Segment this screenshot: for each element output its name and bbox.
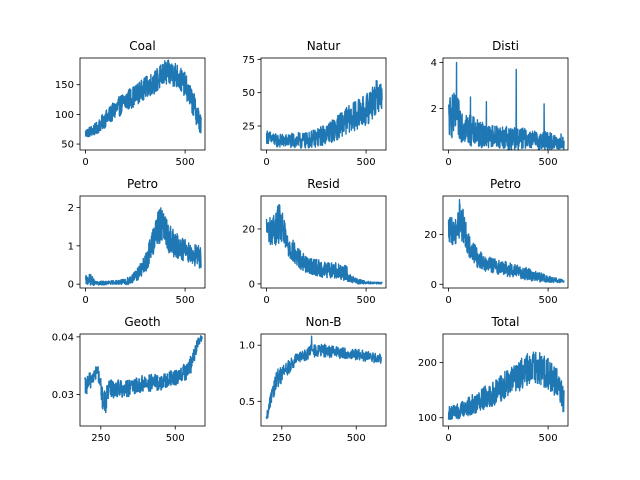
x-tick-label: 0	[445, 157, 451, 168]
y-tick-label: 2	[431, 104, 437, 115]
y-tick-label: 100	[418, 413, 437, 424]
subplot-title: Disti	[492, 39, 519, 53]
subplot-title: Resid	[307, 177, 339, 191]
x-tick-label: 500	[539, 295, 558, 306]
y-tick-label: 75	[242, 55, 255, 66]
axes-frame	[442, 195, 569, 289]
y-tick-label: 4	[431, 58, 437, 69]
subplot-7: 250 500 0.03 0.04 Geoth	[52, 315, 206, 444]
subplot-title: Petro	[127, 177, 158, 191]
series-line	[447, 351, 565, 421]
series-line	[84, 207, 202, 286]
x-tick-label: 500	[347, 433, 366, 444]
subplot-title: Total	[490, 315, 519, 329]
series-line	[265, 204, 383, 285]
y-tick-label: 50	[242, 88, 255, 99]
axes-frame	[79, 333, 206, 427]
subplot-2: 0 500 25 50 75 Natur	[242, 39, 387, 168]
y-tick-label: 200	[418, 358, 437, 369]
subplot-title: Coal	[129, 39, 155, 53]
y-tick-label: 0.04	[52, 332, 74, 343]
x-tick-label: 500	[176, 295, 195, 306]
y-tick-label: 50	[61, 140, 74, 151]
subplot-title: Non-B	[305, 315, 341, 329]
x-tick-label: 0	[445, 295, 451, 306]
x-tick-label: 0	[445, 433, 451, 444]
subplot-8: 250 500 0.5 1.0 Non-B	[239, 315, 387, 444]
subplot-title: Petro	[490, 177, 521, 191]
axes-frame	[79, 195, 206, 289]
axes-frame	[260, 333, 387, 427]
y-tick-label: 100	[55, 110, 74, 121]
series-line	[84, 335, 203, 413]
x-tick-label: 0	[82, 157, 88, 168]
x-tick-label: 0	[263, 295, 269, 306]
subplot-title: Natur	[307, 39, 341, 53]
axes-frame	[442, 57, 569, 151]
subplot-1: 0 500 50 100 150 Coal	[55, 39, 206, 168]
y-tick-label: 0	[68, 280, 74, 291]
y-tick-label: 20	[242, 224, 255, 235]
series-line	[84, 59, 202, 138]
axes-frame	[442, 333, 569, 427]
axes-frame	[79, 57, 206, 151]
series-line	[447, 199, 565, 284]
y-tick-label: 0	[431, 280, 437, 291]
x-tick-label: 0	[263, 157, 269, 168]
x-tick-label: 0	[82, 295, 88, 306]
y-tick-label: 1.0	[239, 341, 255, 352]
subplot-title: Geoth	[124, 315, 160, 329]
x-tick-label: 500	[357, 295, 376, 306]
axes-frame	[260, 195, 387, 289]
subplot-6: 0 500 0 20 Petro	[424, 177, 569, 306]
y-tick-label: 0.03	[52, 390, 74, 401]
x-tick-label: 500	[539, 433, 558, 444]
x-tick-label: 500	[176, 157, 195, 168]
series-line	[265, 80, 383, 149]
series-line	[447, 61, 565, 151]
series-line	[265, 335, 383, 420]
subplot-3: 0 500 2 4 Disti	[431, 39, 569, 168]
y-tick-label: 0.5	[239, 397, 255, 408]
y-tick-label: 2	[68, 203, 74, 214]
x-tick-label: 500	[539, 157, 558, 168]
y-tick-label: 20	[424, 230, 437, 241]
subplot-4: 0 500 0 1 2 Petro	[68, 177, 206, 306]
subplot-5: 0 500 0 20 Resid	[242, 177, 387, 306]
y-tick-label: 1	[68, 241, 74, 252]
x-tick-label: 250	[272, 433, 291, 444]
axes-frame	[260, 57, 387, 151]
y-tick-label: 0	[249, 279, 255, 290]
subplot-9: 0 500 100 200 Total	[418, 315, 569, 444]
y-tick-label: 150	[55, 80, 74, 91]
x-tick-label: 500	[166, 433, 185, 444]
x-tick-label: 500	[357, 157, 376, 168]
y-tick-label: 25	[242, 122, 255, 133]
x-tick-label: 250	[91, 433, 110, 444]
